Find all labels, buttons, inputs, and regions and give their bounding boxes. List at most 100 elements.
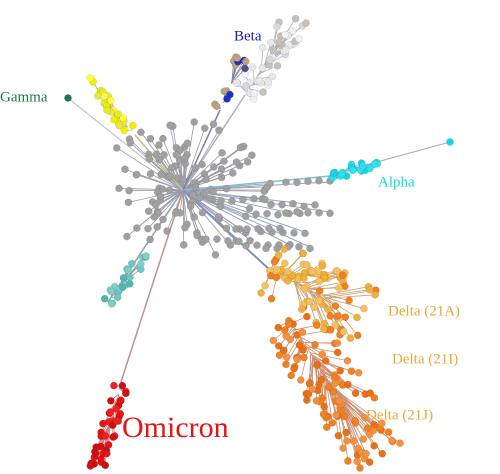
nodes xyxy=(64,14,454,472)
node xyxy=(281,46,290,54)
node xyxy=(114,110,122,118)
node xyxy=(351,417,359,425)
node xyxy=(314,277,323,286)
node xyxy=(165,186,174,194)
node xyxy=(300,202,308,211)
branch xyxy=(322,289,370,297)
node xyxy=(275,351,284,360)
node xyxy=(258,43,267,52)
node xyxy=(304,177,312,186)
node xyxy=(333,348,342,357)
node xyxy=(109,115,118,124)
node xyxy=(180,154,189,163)
node xyxy=(166,121,174,130)
node xyxy=(116,410,125,418)
node xyxy=(183,139,192,148)
node xyxy=(243,225,251,234)
node xyxy=(326,326,335,334)
node xyxy=(211,250,220,259)
node xyxy=(370,420,378,429)
node xyxy=(125,186,133,195)
node xyxy=(311,201,319,209)
node xyxy=(224,237,232,245)
node xyxy=(155,141,163,149)
node xyxy=(365,285,374,294)
node xyxy=(332,266,341,275)
node xyxy=(270,257,279,266)
node xyxy=(241,57,250,66)
node xyxy=(313,361,321,369)
node xyxy=(362,449,370,458)
clade-label: Alpha xyxy=(378,174,415,190)
node xyxy=(258,64,267,72)
node xyxy=(328,418,337,427)
node xyxy=(232,79,241,87)
node xyxy=(343,356,352,365)
node xyxy=(306,297,314,306)
node xyxy=(308,267,316,276)
branch xyxy=(307,281,344,290)
branch xyxy=(119,189,184,386)
node xyxy=(335,284,343,292)
node xyxy=(283,277,292,285)
node xyxy=(142,252,150,260)
node xyxy=(261,281,269,290)
node xyxy=(280,245,289,253)
branch xyxy=(309,352,312,383)
branch xyxy=(312,355,320,385)
branch xyxy=(294,282,308,303)
node xyxy=(322,423,331,432)
node xyxy=(179,240,188,249)
node xyxy=(215,126,223,135)
node xyxy=(222,184,231,193)
node xyxy=(342,428,351,437)
node xyxy=(265,56,274,64)
node xyxy=(366,389,375,397)
node xyxy=(171,209,180,217)
branch xyxy=(147,189,184,229)
node xyxy=(312,397,321,405)
node xyxy=(120,126,129,135)
node xyxy=(202,175,210,184)
node xyxy=(100,294,109,303)
node xyxy=(217,173,226,182)
node xyxy=(137,260,145,269)
node xyxy=(341,313,350,322)
node xyxy=(213,235,221,243)
node xyxy=(353,331,362,340)
node xyxy=(91,449,100,458)
node xyxy=(202,235,210,244)
node xyxy=(262,244,270,253)
clade-label: Gamma xyxy=(0,89,48,105)
node xyxy=(290,364,298,373)
node xyxy=(167,163,176,172)
node xyxy=(344,380,352,389)
node xyxy=(193,231,202,240)
node xyxy=(337,406,346,415)
node xyxy=(255,76,264,85)
node xyxy=(179,175,187,184)
node xyxy=(112,404,121,413)
node xyxy=(243,158,252,166)
node xyxy=(297,305,306,314)
node xyxy=(318,261,327,270)
node xyxy=(365,458,374,466)
node xyxy=(232,225,240,233)
branch xyxy=(182,189,186,228)
branch xyxy=(305,274,343,289)
node xyxy=(301,229,309,238)
branch xyxy=(130,142,184,191)
node xyxy=(144,224,152,233)
node xyxy=(64,94,72,102)
node xyxy=(212,102,221,111)
branch xyxy=(286,334,300,358)
node xyxy=(236,143,245,152)
node xyxy=(273,244,281,253)
node xyxy=(295,341,304,349)
branch xyxy=(300,348,309,381)
node xyxy=(306,244,314,253)
node xyxy=(220,87,229,96)
node xyxy=(124,198,133,207)
node xyxy=(346,334,355,343)
branch xyxy=(150,173,184,191)
